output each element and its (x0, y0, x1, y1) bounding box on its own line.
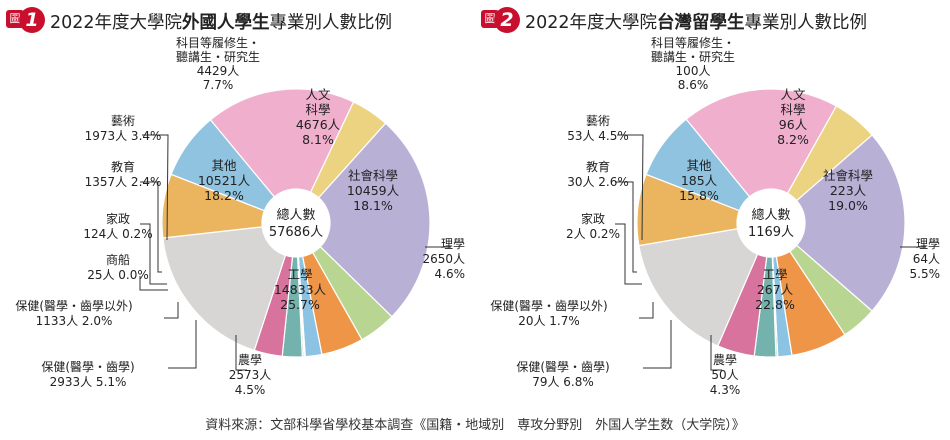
label-humanities: 人文科學 96人 8.2% (777, 87, 809, 147)
donut-chart-1: 總人數 57686人 人文科學 4676人 8.1%社會科學 10459人 18.1% 理學 2… (15, 35, 465, 397)
title-post: 專業別人數比例 (269, 12, 393, 33)
leader-line-agriculture (710, 335, 722, 371)
slices (161, 88, 431, 358)
leader-line-agriculture (235, 335, 247, 371)
title-pre: 2022年度大學院 (50, 12, 183, 33)
center-label: 總人數 (751, 207, 790, 223)
label-agriculture: 農學 2573人 4.5% (229, 353, 272, 397)
chart-panel-2: 圖 2 2022年度大學院台灣留學生專業別人數比例 總人數 1169人 人文科學 96… (475, 0, 950, 415)
leader-line-arts (617, 134, 644, 241)
center-value: 57686人 (269, 225, 323, 240)
label-engineering: 工學 267人 22.8% (755, 267, 795, 312)
title-text: 2022年度大學院台灣留學生專業別人數比例 (525, 9, 867, 34)
label-engineering: 工學 14833人 25.7% (274, 267, 327, 312)
label-arts: 藝術 1973人 3.4% (85, 114, 162, 143)
donut-chart-2: 總人數 1169人 人文科學 96人 8.2% 社會科學 223人 19.0% 理學 64人 5.5… (490, 35, 940, 397)
label-health-other: 保健(醫學・齒學以外) 1133人 2.0% (15, 299, 132, 328)
slice-labels: 人文科學 96人 8.2% 社會科學 223人 19.0% 理學 64人 5.5% 工學 267人 2… (490, 35, 940, 397)
leader-line-health-other (164, 302, 179, 319)
label-humanities: 人文科學 4676人 8.1% (296, 87, 341, 147)
title-pre: 2022年度大學院 (525, 12, 658, 33)
chart-title-1: 圖 1 2022年度大學院外國人學生專業別人數比例 (6, 6, 392, 36)
leader-line-mercantile (139, 276, 168, 291)
leader-line-health-dentistry (168, 320, 197, 369)
slice-labels: 人文科學 4676人 8.1%社會科學 10459人 18.1% 理學 2650人 4.6% 工… (15, 35, 465, 397)
label-social: 社會科學 223人 19.0% (823, 168, 873, 213)
pie-slice-engineering (317, 122, 431, 318)
label-science: 理學 64人 5.5% (910, 237, 941, 281)
label-health-dentistry: 保健(醫學・齒學) 79人 6.8% (516, 360, 609, 389)
pie-slice-other (162, 226, 287, 352)
leader-line-health-other (639, 302, 654, 319)
label-auditors: 科目等履修生・聽講生・研究生 100人 8.6% (651, 35, 735, 92)
label-health-dentistry: 保健(醫學・齒學) 2933人 5.1% (41, 360, 134, 389)
label-home-economics: 家政 124人 0.2% (83, 211, 152, 241)
title-text: 2022年度大學院外國人學生專業別人數比例 (50, 9, 392, 34)
pie-slice-social (209, 88, 355, 198)
label-science: 理學 2650人 4.6% (422, 237, 465, 281)
center-value: 1169人 (748, 225, 794, 240)
label-social: 社會科學 10459人 18.1% (347, 168, 400, 213)
title-post: 專業別人數比例 (744, 12, 868, 33)
leader-line-arts (142, 134, 169, 241)
pie-slice-social (685, 88, 838, 198)
figure-badge-number: 1 (19, 7, 45, 33)
label-health-other: 保健(醫學・齒學以外) 20人 1.7% (490, 299, 607, 328)
source-note: 資料來源：文部科學省學校基本調查《国籍・地域別 専攻分野別 外国人学生数（大学院… (205, 418, 745, 433)
label-agriculture: 農學 50人 4.3% (710, 353, 741, 397)
pie-slice-engineering (795, 134, 906, 312)
label-other: 其他 185人 15.8% (679, 158, 719, 203)
figure-badge-2: 圖 2 (481, 7, 521, 35)
center-label: 總人數 (276, 207, 315, 223)
pie-slice-auditors (636, 173, 741, 247)
label-auditors: 科目等履修生・聽講生・研究生 4429人 7.7% (176, 35, 260, 92)
pie-slice-auditors (161, 173, 266, 239)
leader-line-home-economics (140, 223, 167, 285)
chart-panel-1: 圖 1 2022年度大學院外國人學生專業別人數比例 總人數 57686人 人文科學 4… (0, 0, 475, 415)
figure-badge-number: 2 (494, 7, 520, 33)
leader-line-education (140, 181, 162, 273)
leader-line-health-dentistry (643, 320, 672, 369)
label-mercantile: 商船 25人 0.0% (87, 252, 149, 282)
pie-slice-other (638, 228, 759, 347)
label-education: 教育 1357人 2.4% (85, 159, 162, 189)
label-home-economics: 家政 2人 0.2% (566, 211, 620, 241)
label-education: 教育 30人 2.6% (567, 159, 629, 189)
chart-title-2: 圖 2 2022年度大學院台灣留學生專業別人數比例 (481, 6, 867, 36)
label-arts: 藝術 53人 4.5% (567, 114, 629, 143)
leader-line-education (615, 181, 637, 273)
figure-badge-1: 圖 1 (6, 7, 46, 35)
label-other: 其他 10521人 18.2% (198, 158, 251, 203)
title-bold: 台灣留學生 (657, 12, 745, 33)
slices (636, 88, 906, 358)
title-bold: 外國人學生 (182, 12, 270, 33)
leader-line-home-economics (615, 223, 642, 285)
